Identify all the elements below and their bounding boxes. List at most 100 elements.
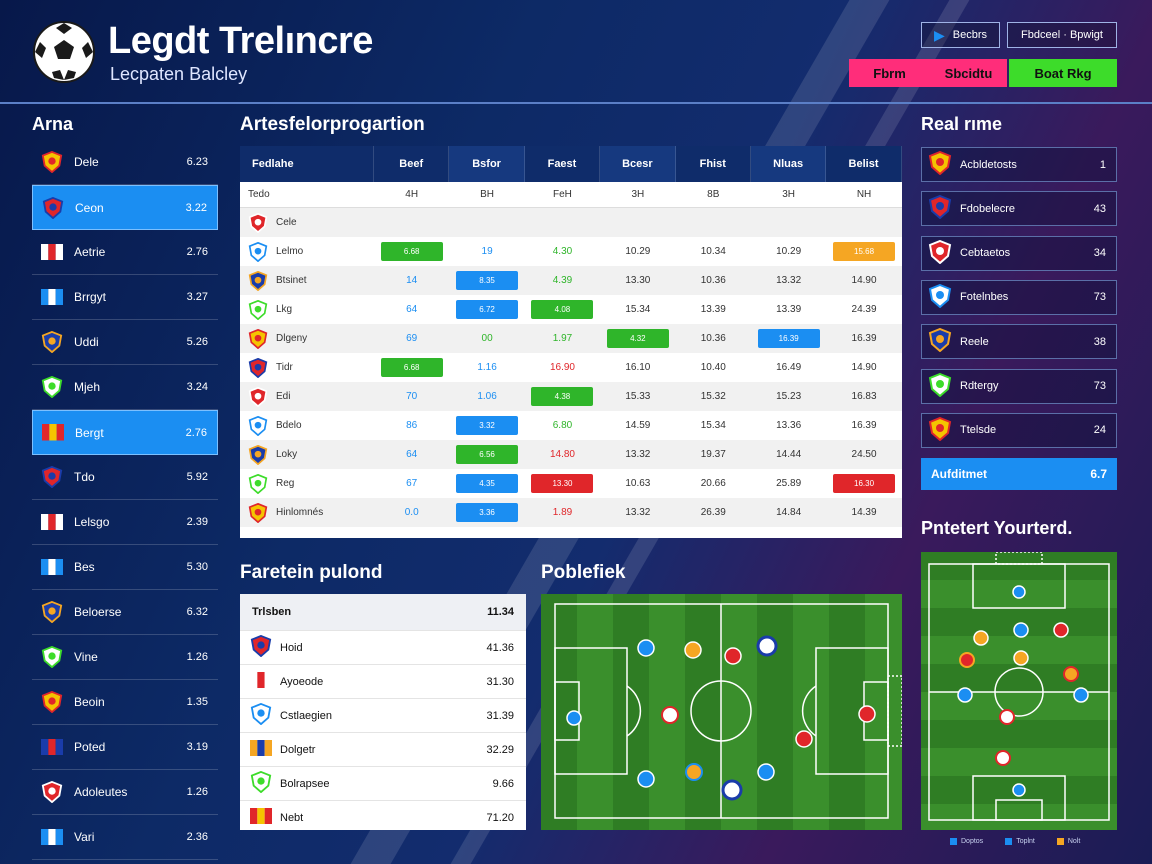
table-row[interactable]: Dlgeny 69 00 1.97 4.32 10.36 16.39 16.39 bbox=[240, 324, 902, 353]
live-item-label: Ttelsde bbox=[960, 424, 997, 437]
sidebar-item[interactable]: Lelsgo 2.39 bbox=[32, 500, 218, 545]
sidebar-item-label: Ceon bbox=[75, 200, 104, 215]
live-item[interactable]: Rdtergy 73 bbox=[921, 368, 1117, 404]
live-item-label: Fdobelecre bbox=[960, 202, 1016, 215]
table-row[interactable]: Lelmo 6.68 19 4.30 10.29 10.34 10.29 15.68 bbox=[240, 237, 902, 266]
sidebar-item[interactable]: Adoleutes 1.26 bbox=[32, 770, 218, 815]
sidebar-item[interactable]: Uddi 5.26 bbox=[32, 320, 218, 365]
sidebar: Dele 6.23 Ceon 3.22 Aetrie 2.76 Brrgyt 3.27 Uddi… bbox=[32, 140, 218, 860]
table-cell: 13.39 bbox=[776, 304, 802, 315]
table-cell: 16.49 bbox=[776, 362, 802, 373]
column-header[interactable]: Fhist bbox=[676, 146, 751, 182]
team-name: Hinlomnés bbox=[276, 507, 324, 518]
right-panel-title: Real rıme bbox=[921, 114, 1003, 134]
sidebar-item[interactable]: Tdo 5.92 bbox=[32, 455, 218, 500]
header-button-a[interactable]: ▶ Becbrs bbox=[921, 22, 1000, 48]
live-item[interactable]: Fdobelecre 43 bbox=[921, 191, 1117, 227]
sidebar-item[interactable]: Poted 3.19 bbox=[32, 725, 218, 770]
column-subheader: NH bbox=[856, 189, 872, 200]
table-cell: 24.50 bbox=[851, 449, 877, 460]
column-subheader: 3H bbox=[631, 189, 645, 200]
header-button-schedule[interactable]: Sbcidtu bbox=[930, 59, 1007, 87]
sidebar-item[interactable]: Ceon 3.22 bbox=[32, 185, 218, 230]
live-item[interactable]: Fotelnbes 73 bbox=[921, 279, 1117, 315]
sidebar-item[interactable]: Dele 6.23 bbox=[32, 140, 218, 185]
table-cell: 13.36 bbox=[776, 420, 802, 431]
sidebar-item-value: 1.35 bbox=[186, 696, 208, 708]
list-item-label: Cstlaegien bbox=[280, 709, 332, 722]
table-row[interactable]: Tidr 6.68 1.16 16.90 16.10 10.40 16.49 14.90 bbox=[240, 353, 902, 382]
table-cell: 6.72 bbox=[449, 295, 524, 324]
column-header[interactable]: Nluas bbox=[750, 146, 827, 182]
sidebar-item[interactable]: Beloerse 6.32 bbox=[32, 590, 218, 635]
sidebar-item[interactable]: Mjeh 3.24 bbox=[32, 365, 218, 410]
table-cell: 15.34 bbox=[625, 304, 651, 315]
table-row[interactable]: Btsinet 14 8.35 4.39 13.30 10.36 13.32 14.90 bbox=[240, 266, 902, 295]
sidebar-item[interactable]: Vari 2.36 bbox=[32, 815, 218, 860]
sidebar-item-value: 5.92 bbox=[186, 471, 208, 483]
sidebar-item-label: Vari bbox=[74, 830, 95, 844]
table-row[interactable]: Cele bbox=[240, 208, 902, 237]
value-pill: 16.39 bbox=[757, 329, 820, 348]
crest-icon bbox=[928, 195, 952, 222]
live-item-value: 73 bbox=[1093, 291, 1106, 304]
sidebar-item-value: 5.26 bbox=[186, 336, 208, 348]
performance-header-value: 11.34 bbox=[487, 606, 514, 618]
list-item-label: Nebt bbox=[280, 811, 304, 824]
pitch-map[interactable] bbox=[541, 594, 902, 830]
sidebar-item-label: Dele bbox=[74, 155, 99, 169]
list-item[interactable]: Bolrapsee 9.66 bbox=[240, 766, 526, 800]
table-row[interactable]: Hinlomnés 0.0 3.36 1.89 13.32 26.39 14.84 14.39 bbox=[240, 498, 902, 527]
table-cell: 1.16 bbox=[477, 362, 497, 373]
sidebar-item[interactable]: Beoin 1.35 bbox=[32, 680, 218, 725]
crest-icon bbox=[248, 473, 268, 494]
legend-item: Nolt bbox=[1056, 838, 1080, 845]
table-row[interactable]: Bdelo 86 3.32 6.80 14.59 15.34 13.36 16.39 bbox=[240, 411, 902, 440]
table-cell: 00 bbox=[481, 333, 493, 344]
live-item[interactable]: Cebtaetos 34 bbox=[921, 235, 1117, 271]
formation-pitch[interactable] bbox=[921, 552, 1117, 830]
value-pill: 4.32 bbox=[606, 329, 669, 348]
sidebar-item-label: Aetrie bbox=[74, 245, 106, 259]
sidebar-item[interactable]: Bergt 2.76 bbox=[32, 410, 218, 455]
column-header[interactable]: Faest bbox=[525, 146, 601, 182]
right-panel-highlight[interactable]: Aufditmet 6.7 bbox=[921, 458, 1117, 490]
live-item[interactable]: Reele 38 bbox=[921, 324, 1117, 360]
list-item[interactable]: Hoid 41.36 bbox=[240, 630, 526, 664]
column-header[interactable]: Bcesr bbox=[600, 146, 676, 182]
list-item[interactable]: Ayoeode 31.30 bbox=[240, 664, 526, 698]
column-header[interactable]: Bsfor bbox=[449, 146, 525, 182]
crest-icon bbox=[40, 375, 64, 399]
column-header[interactable]: Beef bbox=[374, 146, 450, 182]
sidebar-item[interactable]: Brrgyt 3.27 bbox=[32, 275, 218, 320]
table-row[interactable]: Lkg 64 6.72 4.08 15.34 13.39 13.39 24.39 bbox=[240, 295, 902, 324]
play-icon: ▶ bbox=[933, 26, 945, 43]
table-row[interactable]: Edi 70 1.06 4.38 15.33 15.32 15.23 16.83 bbox=[240, 382, 902, 411]
list-item[interactable]: Dolgetr 32.29 bbox=[240, 732, 526, 766]
list-item[interactable]: Nebt 71.20 bbox=[240, 800, 526, 834]
column-header[interactable]: Belist bbox=[826, 146, 902, 182]
sidebar-item[interactable]: Vine 1.26 bbox=[32, 635, 218, 680]
list-item[interactable]: Cstlaegien 31.39 bbox=[240, 698, 526, 732]
table-row[interactable]: Reg 67 4.35 13.30 10.63 20.66 25.89 16.30 bbox=[240, 469, 902, 498]
header-button-b[interactable]: Fbdceel · Bpwigt bbox=[1007, 22, 1117, 48]
live-item[interactable]: Acbldetosts 1 bbox=[921, 147, 1117, 182]
table-cell: 4.30 bbox=[552, 246, 573, 257]
team-name: Tidr bbox=[276, 362, 293, 373]
column-header[interactable]: Fedlahe bbox=[240, 146, 374, 182]
table-cell: 13.30 bbox=[525, 469, 600, 498]
table-cell bbox=[449, 208, 524, 237]
sidebar-item[interactable]: Bes 5.30 bbox=[32, 545, 218, 590]
sidebar-item-label: Vine bbox=[74, 650, 98, 664]
list-item-value: 71.20 bbox=[486, 811, 514, 824]
sidebar-item[interactable]: Aetrie 2.76 bbox=[32, 230, 218, 275]
team-name: Lelmo bbox=[276, 246, 304, 257]
team-cell: Dlgeny bbox=[240, 324, 374, 353]
live-item[interactable]: Ttelsde 24 bbox=[921, 412, 1117, 448]
table-cell bbox=[525, 208, 600, 237]
header-button-form[interactable]: Fbrm bbox=[849, 59, 930, 87]
header-button-rank[interactable]: Boat Rkg bbox=[1009, 59, 1117, 87]
live-item-value: 43 bbox=[1093, 202, 1106, 215]
table-cell: 25.89 bbox=[776, 478, 802, 489]
table-row[interactable]: Loky 64 6.56 14.80 13.32 19.37 14.44 24.50 bbox=[240, 440, 902, 469]
